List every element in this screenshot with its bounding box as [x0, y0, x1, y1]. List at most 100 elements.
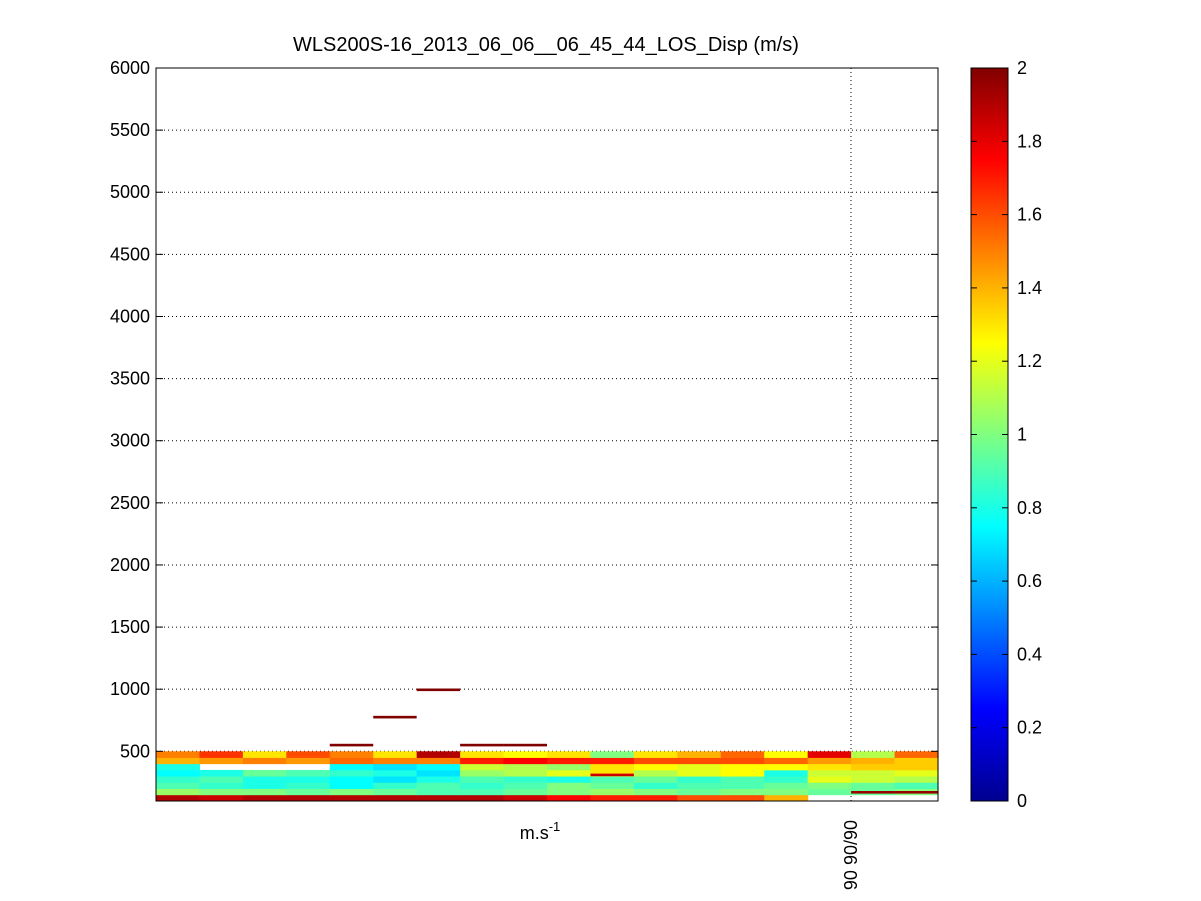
heatmap-cell	[677, 763, 722, 771]
heatmap-cell	[633, 794, 678, 802]
heatmap-cell	[156, 769, 201, 777]
heatmap-cell	[851, 769, 896, 777]
y-tick-label: 6000	[110, 58, 150, 78]
colorbar-ticks: 0 0.2 0.4 0.6 0.8 1 1.2 1.4 1.6 1.8 2	[971, 58, 1042, 811]
heatmap-cell	[373, 776, 418, 783]
heatmap-cell	[590, 769, 635, 777]
heatmap-cell	[720, 794, 765, 802]
heatmap-cell	[633, 788, 678, 796]
heatmap-cell	[416, 757, 461, 765]
heatmap-cell	[720, 769, 765, 777]
x-tick-label: 90 90/90	[841, 820, 861, 890]
heatmap-cell	[677, 776, 722, 783]
heatmap-cell	[242, 794, 287, 802]
heatmap-cell	[547, 769, 592, 777]
heatmap-cell	[851, 763, 896, 771]
heatmap-cell	[807, 757, 852, 765]
heatmap-cell	[156, 751, 201, 758]
colorbar-tick-label: 1.4	[1017, 278, 1042, 298]
heatmap-cell	[633, 757, 678, 765]
heatmap-cell	[764, 794, 809, 802]
heatmap-cell	[503, 782, 548, 789]
heatmap-cell	[156, 794, 201, 802]
colorbar-tick-label: 1.2	[1017, 351, 1042, 371]
heatmap-cell	[851, 782, 896, 789]
heatmap-cell	[764, 782, 809, 789]
heatmap-cell	[286, 794, 331, 802]
heatmap-cell	[851, 776, 896, 783]
colorbar-tick-label: 1.8	[1017, 131, 1042, 151]
y-tick-label: 2500	[110, 493, 150, 513]
heatmap-cell	[764, 757, 809, 765]
heatmap-cell-isolated	[329, 743, 374, 747]
heatmap-cell	[242, 757, 287, 765]
heatmap-cell	[156, 782, 201, 789]
heatmap-cell	[199, 782, 244, 789]
heatmap-cell-isolated	[460, 743, 504, 747]
colorbar-tick-label: 0	[1017, 791, 1027, 811]
heatmap-cell	[156, 776, 201, 783]
heatmap-cell	[329, 794, 374, 802]
heatmap-cell	[764, 763, 809, 771]
heatmap-cell	[764, 776, 809, 783]
heatmap-cell	[460, 776, 505, 783]
heatmap-cell	[242, 751, 287, 758]
heatmap-cell	[720, 763, 765, 771]
heatmap-cell	[416, 782, 461, 789]
heatmap-cell	[503, 794, 548, 802]
heatmap-cell	[156, 788, 201, 796]
heatmap-cell	[373, 763, 418, 771]
colorbar-tick-label: 0.8	[1017, 498, 1042, 518]
heatmap-cell	[373, 751, 418, 758]
heatmap-cell	[547, 788, 592, 796]
heatmap-cell	[851, 757, 896, 765]
heatmap-cell	[460, 782, 505, 789]
heatmap-cell	[894, 776, 939, 783]
heatmap-cell	[720, 757, 765, 765]
heatmap-cell-isolated	[373, 715, 417, 719]
heatmap-cell	[764, 788, 809, 796]
colorbar-tick-label: 0.4	[1017, 644, 1042, 664]
heatmap-cell	[460, 788, 505, 796]
heatmap-cell	[633, 751, 678, 758]
colorbar-tick-label: 1.6	[1017, 205, 1042, 225]
heatmap-cell	[329, 769, 374, 777]
y-tick-label: 3500	[110, 369, 150, 389]
heatmap-cell	[329, 782, 374, 789]
heatmap-cell	[460, 757, 505, 765]
heatmap-cell	[242, 782, 287, 789]
heatmap-cell	[633, 776, 678, 783]
plot-area	[156, 68, 938, 801]
heatmap-cell	[416, 763, 461, 771]
heatmap-cell-isolated	[590, 773, 634, 777]
y-tick-label: 500	[120, 741, 150, 761]
y-tick-label: 4000	[110, 306, 150, 326]
heatmap-cell	[242, 769, 287, 777]
colorbar-tick-label: 0.2	[1017, 718, 1042, 738]
heatmap-cell	[329, 763, 374, 771]
heatmap-cell	[242, 776, 287, 783]
heatmap-cell	[633, 782, 678, 789]
heatmap-cell	[720, 788, 765, 796]
heatmap-cell	[590, 782, 635, 789]
heatmap-cell	[894, 763, 939, 771]
heatmap-cell	[547, 757, 592, 765]
heatmap-cell-isolated	[851, 791, 895, 794]
heatmap-cell	[373, 769, 418, 777]
x-axis-label-exponent: -1	[549, 819, 561, 834]
chart-title: WLS200S-16_2013_06_06__06_45_44_LOS_Disp…	[293, 34, 799, 56]
heatmap-cell	[416, 776, 461, 783]
heatmap-cell	[286, 757, 331, 765]
heatmap-cell	[156, 763, 201, 771]
heatmap-cell	[807, 782, 852, 789]
heatmap-cell	[764, 769, 809, 777]
heatmap-cell	[286, 776, 331, 783]
heatmap-cell	[242, 788, 287, 796]
heatmap-cell	[720, 751, 765, 758]
y-tick-label: 1000	[110, 679, 150, 699]
x-axis-label-unit: m.s	[520, 823, 549, 843]
heatmap-cell	[590, 776, 635, 783]
colorbar-tick-label: 0.6	[1017, 571, 1042, 591]
heatmap-cell	[633, 769, 678, 777]
heatmap-cell	[677, 782, 722, 789]
